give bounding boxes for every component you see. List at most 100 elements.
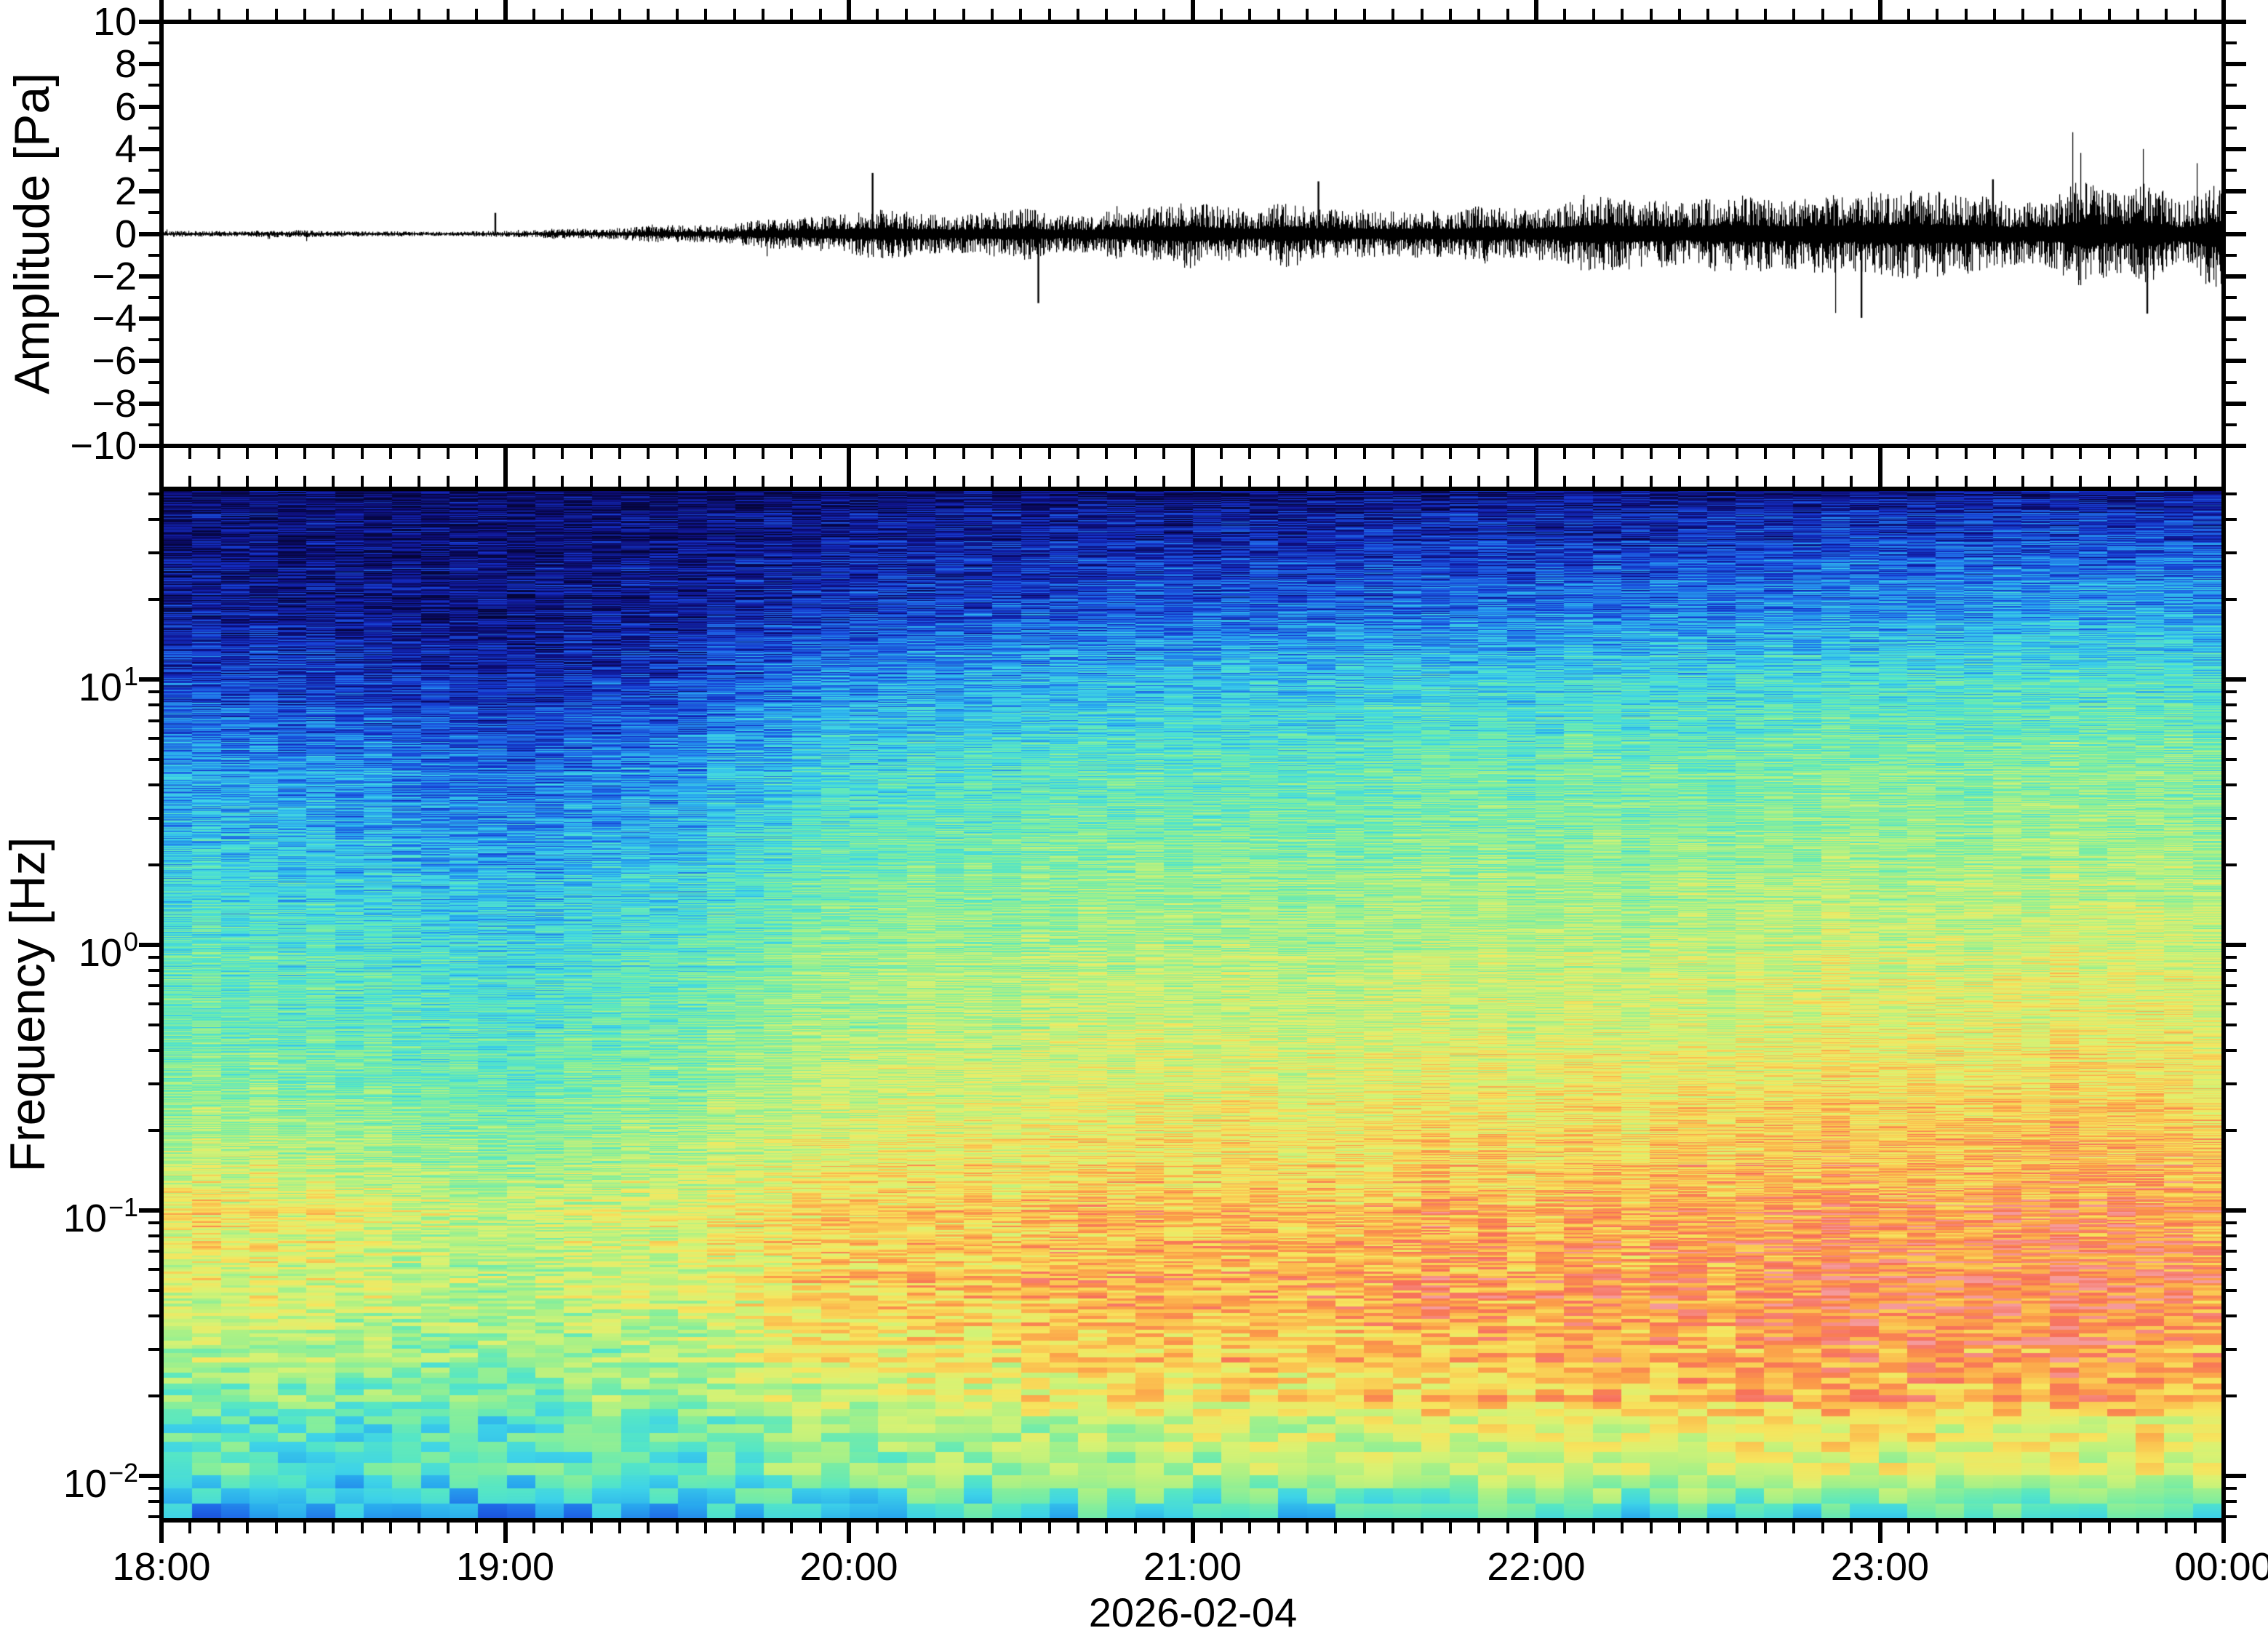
amplitude-tick-label: −10 xyxy=(70,424,137,468)
frequency-major-tick xyxy=(139,942,159,947)
time-minor-tick xyxy=(1334,1523,1338,1533)
time-minor-tick xyxy=(1649,448,1653,459)
frequency-minor-tick xyxy=(148,1234,159,1238)
time-minor-tick xyxy=(2050,476,2053,487)
time-minor-tick xyxy=(732,476,736,487)
time-minor-tick xyxy=(2050,448,2053,459)
time-minor-tick xyxy=(2165,1523,2168,1533)
frequency-major-tick xyxy=(2226,677,2246,682)
time-minor-tick xyxy=(1077,448,1079,459)
time-minor-tick xyxy=(1993,1523,1996,1533)
time-major-tick xyxy=(1534,466,1538,487)
amplitude-minor-tick xyxy=(148,380,159,384)
time-minor-tick xyxy=(2079,448,2083,459)
time-minor-tick xyxy=(904,476,908,487)
time-minor-tick xyxy=(990,9,994,20)
time-minor-tick xyxy=(1105,9,1109,20)
frequency-minor-tick xyxy=(148,1023,159,1026)
time-minor-tick xyxy=(1448,448,1452,459)
time-minor-tick xyxy=(1964,476,1968,487)
time-minor-tick xyxy=(1047,9,1051,20)
amplitude-major-tick xyxy=(139,231,159,236)
time-minor-tick xyxy=(1362,9,1366,20)
time-minor-tick xyxy=(1850,9,1853,20)
time-minor-tick xyxy=(1362,1523,1366,1533)
frequency-minor-tick xyxy=(2226,690,2237,693)
time-minor-tick xyxy=(274,448,278,459)
amplitude-minor-tick xyxy=(148,423,159,426)
frequency-minor-tick xyxy=(148,492,159,495)
frequency-minor-tick xyxy=(148,955,159,959)
time-minor-tick xyxy=(360,1523,364,1533)
time-minor-tick xyxy=(2021,1523,2025,1533)
time-minor-tick xyxy=(1105,476,1109,487)
time-minor-tick xyxy=(246,476,249,487)
frequency-minor-tick xyxy=(2226,1267,2237,1271)
time-minor-tick xyxy=(389,448,392,459)
time-minor-tick xyxy=(532,1523,535,1533)
time-minor-tick xyxy=(1621,448,1624,459)
time-minor-tick xyxy=(1047,476,1051,487)
time-minor-tick xyxy=(2079,1523,2083,1533)
time-minor-tick xyxy=(618,9,621,20)
time-minor-tick xyxy=(876,9,879,20)
time-minor-tick xyxy=(1248,476,1252,487)
time-minor-tick xyxy=(1906,1523,1910,1533)
amplitude-major-tick xyxy=(2226,189,2246,194)
time-minor-tick xyxy=(876,1523,879,1533)
time-tick-label: 21:00 xyxy=(1143,1545,1242,1589)
time-minor-tick xyxy=(1248,9,1252,20)
time-minor-tick xyxy=(303,448,306,459)
time-minor-tick xyxy=(790,448,794,459)
time-minor-tick xyxy=(2050,1523,2053,1533)
time-minor-tick xyxy=(446,9,450,20)
frequency-major-tick xyxy=(139,677,159,682)
time-minor-tick xyxy=(1362,476,1366,487)
frequency-minor-tick xyxy=(148,719,159,722)
time-major-tick xyxy=(159,0,164,20)
time-minor-tick xyxy=(647,1523,650,1533)
frequency-minor-tick xyxy=(2226,1500,2237,1504)
amplitude-minor-tick xyxy=(148,84,159,87)
time-minor-tick xyxy=(1850,476,1853,487)
amplitude-minor-tick xyxy=(2226,423,2237,426)
time-minor-tick xyxy=(1621,1523,1624,1533)
time-major-tick xyxy=(2221,0,2226,20)
time-minor-tick xyxy=(2165,9,2168,20)
time-minor-tick xyxy=(1764,476,1767,487)
time-minor-tick xyxy=(1105,1523,1109,1533)
time-minor-tick xyxy=(561,448,564,459)
time-minor-tick xyxy=(1477,476,1481,487)
amplitude-major-tick xyxy=(139,444,159,448)
time-minor-tick xyxy=(1477,448,1481,459)
time-major-tick xyxy=(1534,1523,1538,1543)
time-minor-tick xyxy=(1162,448,1166,459)
time-minor-tick xyxy=(389,476,392,487)
frequency-minor-tick xyxy=(2226,1082,2237,1085)
time-minor-tick xyxy=(818,476,822,487)
time-minor-tick xyxy=(303,9,306,20)
time-major-tick xyxy=(847,448,851,468)
frequency-minor-tick xyxy=(148,863,159,867)
time-minor-tick xyxy=(1906,9,1910,20)
time-minor-tick xyxy=(1764,1523,1767,1533)
frequency-minor-tick xyxy=(2226,1234,2237,1238)
time-minor-tick xyxy=(1219,476,1223,487)
amplitude-major-tick xyxy=(2226,104,2246,109)
time-minor-tick xyxy=(1420,448,1424,459)
frequency-tick-label: 10−1 xyxy=(63,1192,138,1240)
time-minor-tick xyxy=(933,476,937,487)
amplitude-major-tick xyxy=(2226,146,2246,151)
amplitude-minor-tick xyxy=(148,295,159,299)
time-minor-tick xyxy=(675,476,679,487)
amplitude-tick-label: −6 xyxy=(92,339,137,383)
time-major-tick xyxy=(503,466,508,487)
time-minor-tick xyxy=(990,1523,994,1533)
time-minor-tick xyxy=(1592,1523,1595,1533)
time-minor-tick xyxy=(1706,9,1710,20)
time-minor-tick xyxy=(188,1523,192,1533)
time-minor-tick xyxy=(1420,1523,1424,1533)
time-minor-tick xyxy=(246,1523,249,1533)
time-minor-tick xyxy=(1677,476,1681,487)
frequency-minor-tick xyxy=(148,1049,159,1053)
